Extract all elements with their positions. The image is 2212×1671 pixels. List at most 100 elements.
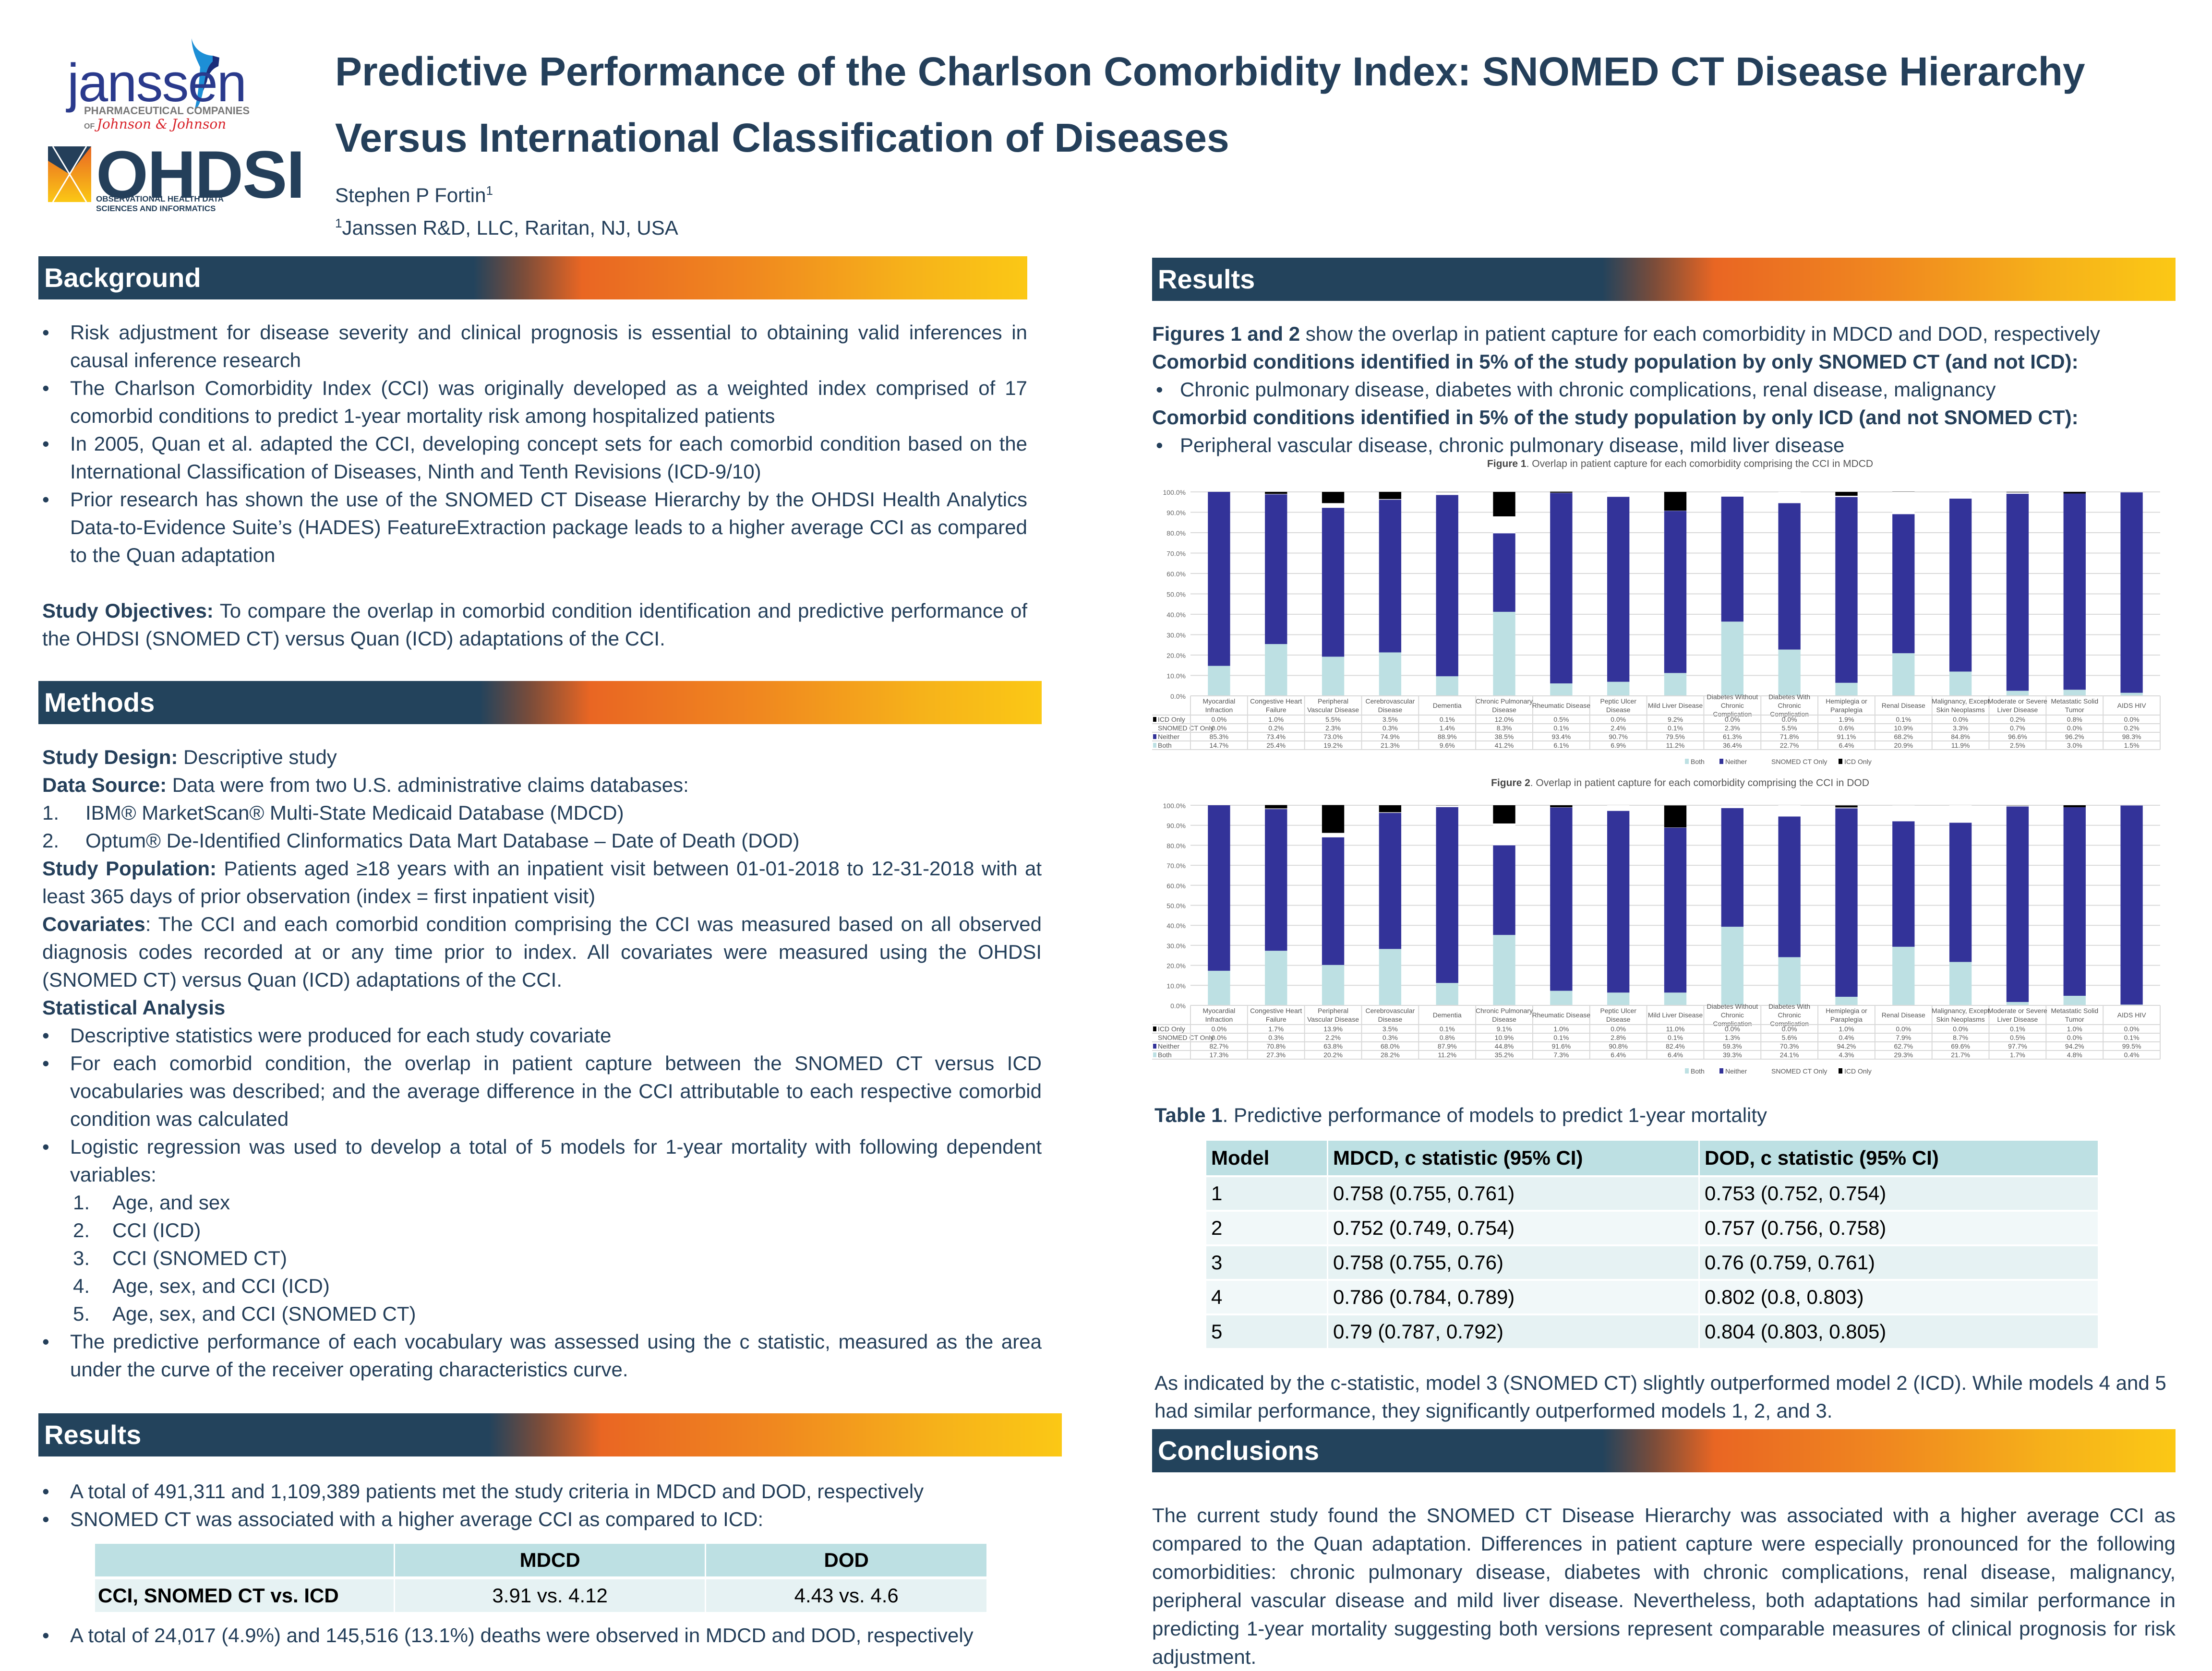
data-label: 0.0%	[1611, 716, 1626, 723]
bar-neither	[2007, 494, 2029, 691]
janssen-logo: janssen PHARMACEUTICAL COMPANIES OF John…	[67, 38, 259, 134]
legend-label: Both	[1691, 1067, 1705, 1075]
data-label: 0.0%	[1211, 716, 1226, 723]
x-category-label: Mild Liver Disease	[1648, 1011, 1703, 1019]
bar-neither	[1436, 495, 1458, 676]
data-label: 73.4%	[1266, 733, 1286, 740]
y-tick-label: 90.0%	[1166, 822, 1186, 830]
bar-neither	[1379, 500, 1401, 652]
bar-neither	[2064, 807, 2086, 996]
bar-both	[1607, 682, 1629, 696]
data-label: 9.6%	[1440, 741, 1455, 749]
y-tick-label: 30.0%	[1166, 632, 1186, 639]
model-item: 5.Age, sex, and CCI (SNOMED CT)	[64, 1300, 1042, 1328]
x-category-label: Dementia	[1433, 1011, 1462, 1019]
data-label: 44.8%	[1495, 1042, 1514, 1050]
bar-snomed-ct-only	[1778, 492, 1800, 503]
model-item: 4.Age, sex, and CCI (ICD)	[64, 1272, 1042, 1300]
stats-bullet: For each comorbid condition, the overlap…	[38, 1050, 1042, 1133]
data-label: 0.0%	[2124, 716, 2140, 723]
bar-snomed-ct-only	[1835, 808, 1857, 809]
model-number: 3	[1206, 1245, 1328, 1280]
data-label: 0.0%	[1953, 1025, 1968, 1033]
bar-neither	[2007, 807, 2029, 1002]
y-tick-label: 40.0%	[1166, 922, 1186, 930]
data-label: 2.3%	[1725, 724, 1740, 732]
bar-snomed-ct-only	[1949, 492, 1972, 499]
legend-swatch	[1719, 1068, 1723, 1074]
data-label: 36.4%	[1723, 741, 1742, 749]
bar-snomed-ct-only	[2007, 805, 2029, 806]
data-source: Data Source: Data were from two U.S. adm…	[42, 771, 1042, 799]
data-label: 0.0%	[1211, 1034, 1226, 1041]
data-label: 82.7%	[1210, 1042, 1229, 1050]
bar-both	[1949, 962, 1972, 1005]
bar-icd-only	[1664, 492, 1686, 511]
poster-header: Predictive Performance of the Charlson C…	[335, 38, 2159, 242]
bar-neither	[1664, 828, 1686, 993]
data-label: 6.4%	[1611, 1051, 1626, 1059]
bar-snomed-ct-only	[1778, 805, 1800, 816]
bar-icd-only	[1550, 492, 1572, 493]
data-label: 62.7%	[1894, 1042, 1913, 1050]
legend-swatch	[1153, 1044, 1156, 1049]
data-label: 6.9%	[1611, 741, 1626, 749]
bar-both	[1208, 666, 1230, 696]
data-label: 85.3%	[1210, 733, 1229, 740]
data-label: 27.3%	[1266, 1051, 1286, 1059]
background-bullet: In 2005, Quan et al. adapted the CCI, de…	[38, 430, 1027, 486]
data-label: 7.3%	[1553, 1051, 1569, 1059]
data-label: 11.2%	[1666, 741, 1685, 749]
data-label: 3.3%	[1953, 724, 1968, 732]
data-label: 0.1%	[2124, 1034, 2140, 1041]
x-category-label: AIDS HIV	[2117, 1011, 2147, 1019]
results-right-section: Results Figures 1 and 2 show the overlap…	[1152, 258, 2176, 459]
cci-header-mdcd: MDCD	[395, 1544, 706, 1578]
bar-neither	[1892, 514, 1914, 653]
data-label: 7.9%	[1896, 1034, 1911, 1041]
table-row-label: Both	[1158, 1051, 1172, 1059]
table-row-label: Neither	[1158, 1042, 1179, 1050]
data-label: 0.8%	[1440, 1034, 1455, 1041]
data-label: 2.3%	[1325, 724, 1341, 732]
bar-both	[1550, 991, 1572, 1005]
data-label: 5.5%	[1325, 716, 1341, 723]
data-label: 1.0%	[2067, 1025, 2082, 1033]
dod-c-statistic: 0.802 (0.8, 0.803)	[1699, 1280, 2099, 1314]
data-label: 0.0%	[1782, 716, 1797, 723]
y-tick-label: 80.0%	[1166, 842, 1186, 849]
data-label: 82.4%	[1666, 1042, 1685, 1050]
bar-both	[1835, 997, 1857, 1005]
bar-both	[1835, 683, 1857, 696]
icd-only-list: Peripheral vascular disease, chronic pul…	[1152, 431, 2176, 459]
bar-both	[1550, 683, 1572, 696]
snomed-only-list: Chronic pulmonary disease, diabetes with…	[1152, 376, 2176, 404]
legend-swatch	[1153, 743, 1156, 748]
cci-mdcd-value: 3.91 vs. 4.12	[395, 1578, 706, 1612]
mdcd-c-statistic: 0.752 (0.749, 0.754)	[1328, 1211, 1699, 1245]
data-label: 0.1%	[1553, 1034, 1569, 1041]
bar-icd-only	[1493, 805, 1515, 824]
data-label: 38.5%	[1495, 733, 1514, 740]
table-row-label: Neither	[1158, 733, 1179, 740]
stats-bullet: Descriptive statistics were produced for…	[38, 1022, 1042, 1050]
bar-neither	[1949, 499, 1972, 671]
data-label: 9.2%	[1668, 716, 1683, 723]
table-row-label: Both	[1158, 741, 1172, 749]
data-label: 87.9%	[1438, 1042, 1457, 1050]
data-label: 0.0%	[2124, 1025, 2140, 1033]
legend-label: SNOMED CT Only	[1771, 758, 1827, 765]
bar-neither	[1607, 811, 1629, 993]
data-label: 1.0%	[1553, 1025, 1569, 1033]
data-label: 94.2%	[2065, 1042, 2084, 1050]
data-label: 0.4%	[1839, 1034, 1854, 1041]
x-category-label: AIDS HIV	[2117, 702, 2147, 709]
